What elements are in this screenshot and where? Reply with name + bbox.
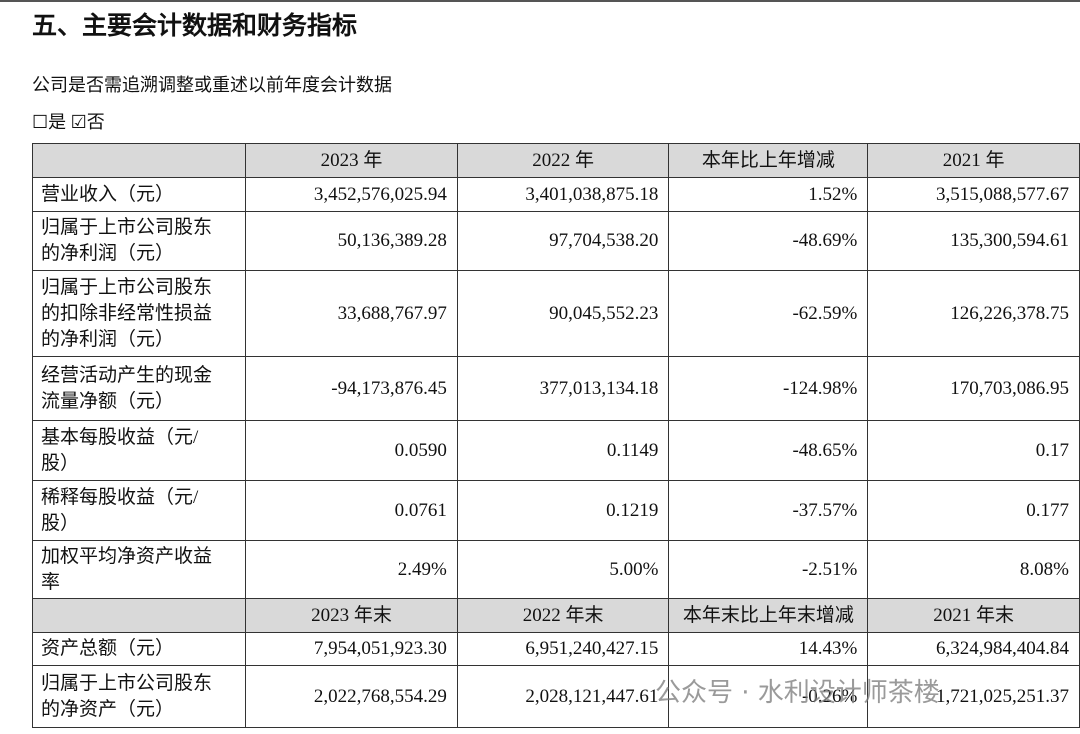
row-label: 加权平均净资产收益率 bbox=[31, 540, 247, 599]
header-cell: 本年比上年增减 bbox=[668, 143, 869, 178]
header-cell bbox=[31, 143, 247, 178]
value-cell: 126,226,378.75 bbox=[867, 270, 1080, 357]
value-cell: 6,324,984,404.84 bbox=[867, 632, 1080, 666]
value-cell: 2,022,768,554.29 bbox=[245, 665, 458, 728]
header-cell: 2023 年末 bbox=[245, 598, 458, 633]
header-row: 2023 年末 2022 年末 本年末比上年末增减 2021 年末 bbox=[31, 598, 1080, 633]
value-cell: -37.57% bbox=[668, 480, 869, 541]
options: ☐是 ☑否 bbox=[32, 112, 105, 132]
data-row: 经营活动产生的现金流量净额（元） -94,173,876.45 377,013,13… bbox=[31, 356, 1080, 421]
value-cell: 50,136,389.28 bbox=[245, 211, 458, 271]
value-cell: 3,452,576,025.94 bbox=[245, 177, 458, 212]
row-label: 稀释每股收益（元/股） bbox=[31, 480, 247, 541]
data-row: 归属于上市公司股东的净利润（元） 50,136,389.28 97,704,538.… bbox=[31, 211, 1080, 271]
value-cell: 0.1149 bbox=[456, 420, 670, 481]
value-cell: 0.177 bbox=[867, 480, 1080, 541]
value-cell: 6,951,240,427.15 bbox=[456, 632, 670, 666]
value-cell: 1,721,025,251.37 bbox=[867, 665, 1080, 728]
row-label: 归属于上市公司股东的净利润（元） bbox=[31, 211, 247, 271]
value-cell: -124.98% bbox=[668, 356, 869, 421]
header-cell: 2021 年末 bbox=[867, 598, 1080, 633]
row-label: 营业收入（元） bbox=[31, 177, 247, 212]
value-cell: -94,173,876.45 bbox=[245, 356, 458, 421]
value-cell: 0.0761 bbox=[245, 480, 458, 541]
data-row: 归属于上市公司股东的扣除非经常性损益的净利润（元） 33,688,767.97 90… bbox=[31, 270, 1080, 357]
value-cell: 0.17 bbox=[867, 420, 1080, 481]
data-row: 营业收入（元） 3,452,576,025.94 3,401,038,875.18 1… bbox=[31, 177, 1080, 212]
watermark: 公众号 · 水利设计师茶楼 bbox=[655, 678, 940, 708]
value-cell: 14.43% bbox=[668, 632, 869, 666]
value-cell: 3,515,088,577.67 bbox=[867, 177, 1080, 212]
data-row: 加权平均净资产收益率 2.49% 5.00% -2.51% 8.08% bbox=[31, 540, 1080, 599]
value-cell: 135,300,594.61 bbox=[867, 211, 1080, 271]
value-cell: 377,013,134.18 bbox=[456, 356, 670, 421]
row-label: 归属于上市公司股东的扣除非经常性损益的净利润（元） bbox=[31, 270, 247, 357]
value-cell: 7,954,051,923.30 bbox=[245, 632, 458, 666]
value-cell: 170,703,086.95 bbox=[867, 356, 1080, 421]
value-cell: 2.49% bbox=[245, 540, 458, 599]
value-cell: -62.59% bbox=[668, 270, 869, 357]
value-cell: -0.26% bbox=[668, 665, 869, 728]
section-title: 五、主要会计数据和财务指标 bbox=[32, 13, 358, 40]
value-cell: 0.1219 bbox=[456, 480, 670, 541]
value-cell: 0.0590 bbox=[245, 420, 458, 481]
row-label: 归属于上市公司股东的净资产（元） bbox=[31, 665, 247, 728]
value-cell: 33,688,767.97 bbox=[245, 270, 458, 357]
header-cell: 2022 年末 bbox=[456, 598, 670, 633]
header-row: 2023 年 2022 年本年比上年增减 2021 年 bbox=[31, 143, 1080, 178]
header-cell: 2023 年 bbox=[245, 143, 458, 178]
header-cell: 2021 年 bbox=[867, 143, 1080, 178]
data-row: 资产总额（元） 7,954,051,923.30 6,951,240,427.15 1… bbox=[31, 632, 1080, 666]
header-cell: 本年末比上年末增减 bbox=[668, 598, 869, 633]
financial-table: 2023 年 2022 年本年比上年增减 2021 年营业收入（元） 3,452,57… bbox=[31, 143, 1080, 728]
row-label: 经营活动产生的现金流量净额（元） bbox=[31, 356, 247, 421]
data-row: 基本每股收益（元/股） 0.0590 0.1149 -48.65% 0.17 bbox=[31, 420, 1080, 481]
value-cell: -2.51% bbox=[668, 540, 869, 599]
value-cell: 8.08% bbox=[867, 540, 1080, 599]
header-cell: 2022 年 bbox=[456, 143, 670, 178]
question: 公司是否需追溯调整或重述以前年度会计数据 bbox=[32, 75, 392, 95]
row-label: 资产总额（元） bbox=[31, 632, 247, 666]
data-row: 稀释每股收益（元/股） 0.0761 0.1219 -37.57% 0.177 bbox=[31, 480, 1080, 541]
value-cell: 1.52% bbox=[668, 177, 869, 212]
value-cell: 2,028,121,447.61 bbox=[456, 665, 670, 728]
header-cell bbox=[31, 598, 247, 633]
data-row: 归属于上市公司股东的净资产（元） 2,022,768,554.29 2,028,12… bbox=[31, 665, 1080, 728]
value-cell: 97,704,538.20 bbox=[456, 211, 670, 271]
value-cell: 3,401,038,875.18 bbox=[456, 177, 670, 212]
row-label: 基本每股收益（元/股） bbox=[31, 420, 247, 481]
value-cell: -48.69% bbox=[668, 211, 869, 271]
value-cell: -48.65% bbox=[668, 420, 869, 481]
value-cell: 90,045,552.23 bbox=[456, 270, 670, 357]
value-cell: 5.00% bbox=[456, 540, 670, 599]
top-rule bbox=[0, 0, 1080, 2]
